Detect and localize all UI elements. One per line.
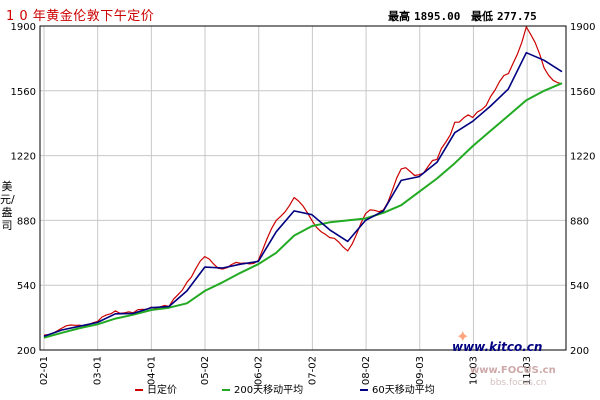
y-tick-label: 200 — [17, 346, 36, 357]
x-tick-label: 07-02 — [307, 356, 318, 385]
y-tick-label: 880 — [17, 216, 36, 227]
series-daily-line — [43, 26, 563, 336]
chart-title: 1 0 年黄金伦敦下午定价 — [6, 9, 155, 24]
x-tick-label: 06-02 — [254, 356, 265, 385]
y-tick-label: 1560 — [11, 87, 36, 98]
grid-lines — [40, 25, 566, 351]
y-tick-label: 1560 — [570, 87, 595, 98]
y-tick-label: 1900 — [570, 22, 595, 33]
low-label: 最低 — [470, 10, 493, 23]
y-tick-label: 540 — [17, 281, 36, 292]
x-tick-label: 10-03 — [468, 356, 479, 385]
y-tick-labels-right: 200 540 880 1220 1560 1900 — [570, 22, 595, 357]
high-value: 1895.00 — [414, 10, 461, 23]
plot-frame — [39, 25, 567, 351]
x-tick-label: 03-01 — [93, 356, 104, 385]
y-tick-label: 540 — [570, 281, 589, 292]
y-axis-label: 美元/盎司 — [0, 180, 15, 232]
kitco-watermark: www.kitco.cn — [452, 340, 543, 354]
y-tick-label: 1220 — [11, 152, 36, 163]
legend-label: 200天移动平均 — [234, 383, 303, 396]
series-lines — [43, 26, 563, 339]
x-tick-label: 11-03 — [522, 356, 533, 385]
y-tick-label: 1220 — [570, 152, 595, 163]
x-tick-label: 02-01 — [39, 356, 50, 385]
high-label: 最高 — [388, 10, 410, 23]
x-tick-labels: 02-01 03-01 04-01 05-02 06-02 07-02 08-02 09-03… — [39, 356, 533, 385]
x-tick-label: 09-03 — [415, 356, 426, 385]
legend-label: 日定价 — [147, 383, 177, 396]
x-tick-label: 05-02 — [200, 356, 211, 385]
focus-bbs-watermark: bbs.focus.cn — [490, 378, 547, 388]
series-ma200-line — [43, 82, 563, 339]
low-value: 277.75 — [496, 10, 537, 23]
series-ma60-line — [43, 51, 563, 338]
y-tick-label: 880 — [570, 216, 589, 227]
legend-label: 60天移动平均 — [372, 383, 435, 396]
x-tick-label: 08-02 — [361, 356, 372, 385]
focus-watermark: www.FOCUS.cn — [470, 365, 556, 376]
x-tick-label: 04-01 — [146, 356, 157, 385]
legend: 日定价 200天移动平均 60天移动平均 — [135, 383, 435, 396]
focus-logo: ✦ — [456, 327, 470, 346]
high-low-readout: 最高 1895.00 最低 277.75 — [388, 8, 541, 24]
y-tick-label: 200 — [570, 346, 589, 357]
y-tick-label: 1900 — [11, 22, 36, 33]
y-tick-labels-left: 200 540 880 1220 1560 1900 — [11, 22, 36, 357]
